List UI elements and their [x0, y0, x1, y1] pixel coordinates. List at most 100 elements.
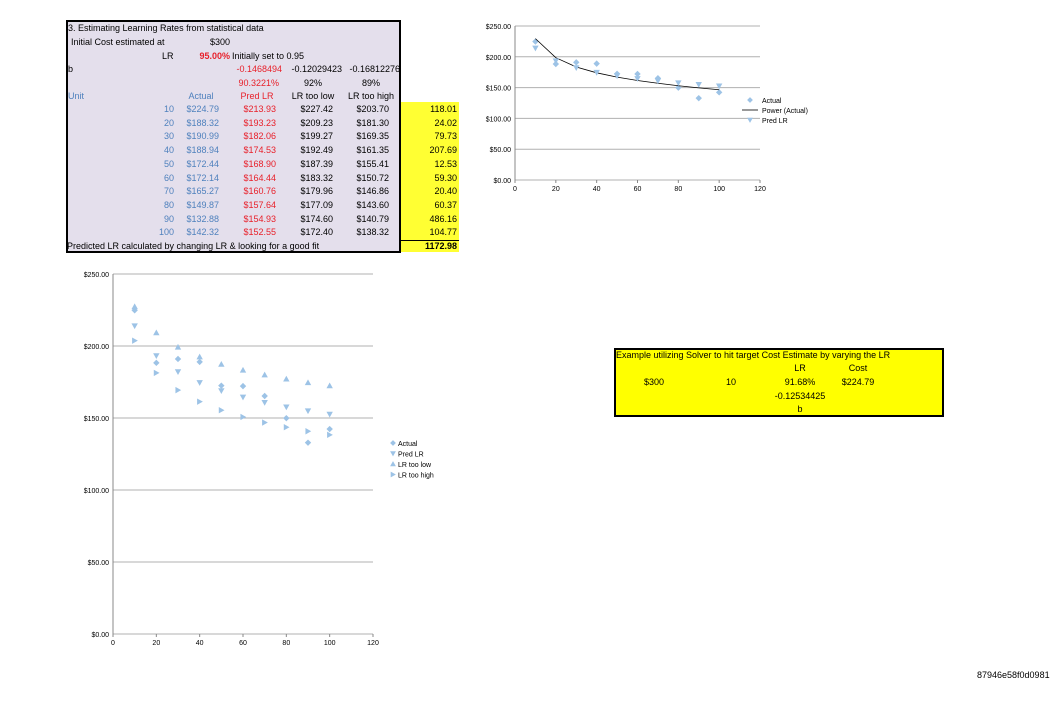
- marker-triangle-right-icon: [240, 413, 247, 421]
- header-actual: Actual: [188, 91, 214, 101]
- marker-triangle-up-icon: [283, 375, 290, 382]
- y-tick-label: $100.00: [486, 116, 511, 123]
- table-cell-actual: $165.27: [186, 186, 219, 197]
- solver-b-value: -0.12534425: [774, 391, 826, 401]
- lr-note: Initially set to 0.95: [232, 51, 305, 61]
- legend-label: Actual: [762, 98, 782, 105]
- table-cell-low: $174.60: [300, 213, 333, 224]
- marker-diamond-icon: [532, 38, 539, 45]
- x-tick-label: 20: [152, 640, 160, 647]
- table-cell-low: $199.27: [300, 131, 333, 142]
- table-cell-unit: 10: [163, 104, 174, 114]
- table-cell-actual: $224.79: [186, 104, 219, 114]
- marker-triangle-down-icon: [196, 380, 203, 386]
- marker-diamond-icon: [196, 358, 203, 366]
- table-cell-high: $161.35: [356, 145, 389, 156]
- table-cell-pred: $157.64: [243, 199, 276, 210]
- solver-unit[interactable]: 10: [725, 377, 736, 387]
- marker-triangle-right-icon: [283, 424, 290, 431]
- x-tick-label: 0: [111, 640, 115, 647]
- legend-label: Power (Actual): [762, 108, 808, 115]
- table-cell-pred: $193.23: [243, 117, 276, 128]
- marker-triangle-up-icon: [261, 371, 268, 378]
- solver-b-label: b: [797, 404, 803, 414]
- table-cell-unit: 70: [163, 186, 174, 197]
- table-cell-high: $138.32: [356, 227, 389, 238]
- b-label: b: [68, 64, 74, 74]
- table-cell-low: $187.39: [300, 158, 333, 169]
- marker-triangle-right-icon: [305, 428, 312, 435]
- marker-triangle-down-icon: [634, 76, 641, 82]
- table-cell-high: $169.35: [356, 131, 389, 142]
- sum-error: 1172.98: [424, 241, 457, 251]
- table-cell-unit: 100: [158, 227, 174, 238]
- table-cell-low: $183.32: [300, 172, 333, 183]
- lr-label: LR: [162, 51, 174, 61]
- marker-triangle-down-icon: [218, 388, 225, 394]
- marker-triangle-up-icon: [196, 353, 203, 360]
- table-cell-err: 59.30: [434, 172, 457, 183]
- x-tick-label: 100: [713, 186, 725, 193]
- marker-diamond-icon: [153, 359, 160, 367]
- table-cell-pred: $160.76: [243, 186, 276, 197]
- solver-lr-header: LR: [794, 363, 806, 373]
- marker-triangle-down-icon: [283, 404, 290, 411]
- table-cell-pred: $154.93: [243, 213, 276, 224]
- table-cell-low: $209.23: [300, 117, 333, 128]
- table-cell-unit: 50: [163, 158, 174, 169]
- learning-rate-table: [66, 20, 401, 253]
- table-cell-err: 24.02: [434, 117, 457, 128]
- solver-lr-value[interactable]: 91.68%: [784, 377, 816, 387]
- b-pred: -0.1468494: [236, 64, 282, 74]
- marker-triangle-right-icon: [390, 471, 396, 478]
- marker-triangle-right-icon: [153, 369, 160, 377]
- header-high: LR too high: [347, 91, 395, 101]
- marker-diamond-icon: [239, 382, 247, 390]
- x-tick-label: 80: [282, 640, 290, 647]
- solver-initial[interactable]: $300: [643, 377, 665, 387]
- table-cell-actual: $188.94: [186, 145, 219, 156]
- table-cell-unit: 20: [163, 117, 174, 128]
- marker-triangle-down-icon: [390, 451, 396, 457]
- table-cell-low: $192.49: [300, 145, 333, 156]
- table-cell-err: 12.53: [434, 158, 457, 169]
- lr-value[interactable]: 95.00%: [199, 51, 230, 61]
- legend-label: LR too high: [398, 473, 434, 480]
- initial-cost-value[interactable]: $300: [209, 37, 230, 47]
- marker-triangle-right-icon: [262, 419, 268, 426]
- marker-triangle-up-icon: [239, 366, 247, 373]
- table-cell-unit: 90: [163, 213, 174, 224]
- y-tick-label: $200.00: [486, 55, 511, 62]
- legend-label: Actual: [398, 441, 418, 448]
- marker-triangle-down-icon: [239, 394, 247, 401]
- marker-triangle-up-icon: [304, 379, 312, 386]
- header-pred: Pred LR: [240, 91, 274, 101]
- table-cell-high: $181.30: [356, 117, 389, 128]
- marker-triangle-up-icon: [326, 382, 333, 389]
- lr-pct-pred: 90.3221%: [238, 78, 279, 88]
- y-tick-label: $0.00: [493, 178, 511, 185]
- marker-triangle-down-icon: [261, 399, 268, 406]
- legend-label: LR too low: [398, 462, 432, 469]
- x-tick-label: 60: [239, 640, 247, 647]
- lr-pct-high: 89%: [361, 78, 380, 88]
- x-tick-label: 80: [674, 186, 682, 193]
- x-tick-label: 40: [593, 186, 601, 193]
- table-cell-high: $140.79: [356, 213, 389, 224]
- marker-triangle-down-icon: [552, 58, 560, 65]
- y-tick-label: $200.00: [84, 344, 109, 351]
- table-cell-low: $179.96: [300, 186, 333, 197]
- scatter-chart-actual-vs-pred[interactable]: $0.00 $50.00 $100.00 $150.00 $200.00 $250.00 0…: [470, 15, 830, 200]
- table-cell-actual: $149.87: [186, 199, 219, 210]
- y-tick-label: $250.00: [486, 24, 511, 31]
- footer-note: Predicted LR calculated by changing LR &…: [67, 241, 320, 251]
- marker-triangle-down-icon: [153, 353, 160, 359]
- solver-example-box: [614, 348, 944, 417]
- marker-triangle-down-icon: [326, 411, 333, 418]
- marker-diamond-icon: [634, 70, 641, 78]
- y-tick-label: $0.00: [91, 632, 109, 639]
- table-cell-actual: $190.99: [186, 131, 219, 142]
- marker-triangle-right-icon: [218, 407, 225, 414]
- x-tick-label: 40: [196, 640, 204, 647]
- scatter-chart-lr-comparison[interactable]: $0.00 $50.00 $100.00 $150.00 $200.00 $250.00 0…: [60, 265, 460, 655]
